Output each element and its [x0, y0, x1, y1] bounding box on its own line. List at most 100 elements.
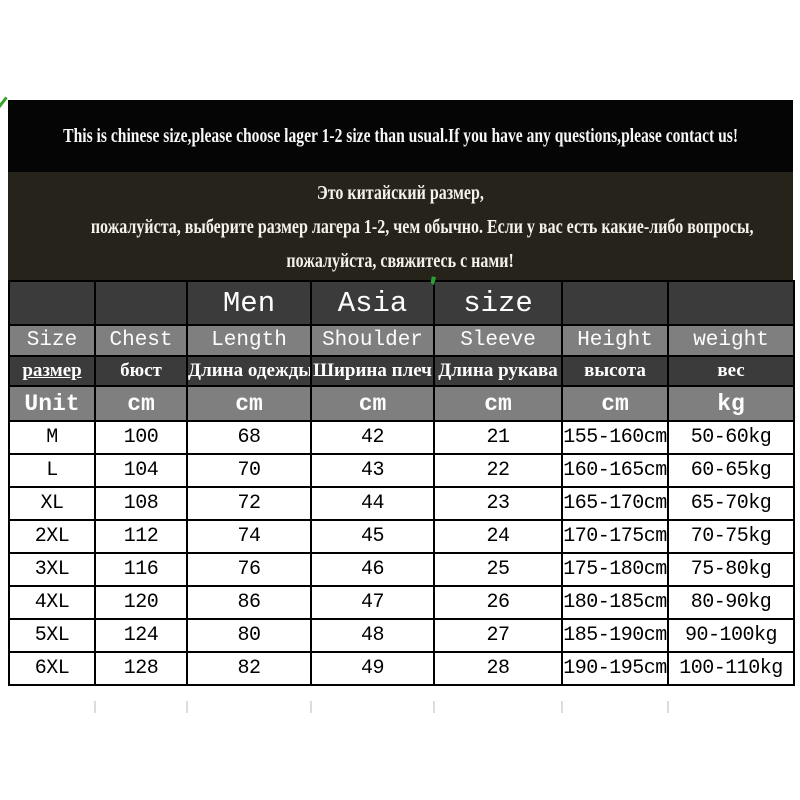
header-cell-ru: высота	[561, 355, 669, 387]
russian-notice-line: пожалуйста, свяжитесь с нами!	[8, 245, 793, 279]
size-cell: 5XL	[8, 618, 96, 653]
table-row-xl: XL 108 72 44 23 165-170cm 65-70kg	[8, 486, 795, 521]
shoulder-cell: 45	[310, 519, 435, 554]
chest-cell: 108	[94, 486, 188, 521]
chest-cell: 116	[94, 552, 188, 587]
header-cell-ru: Длина одежды	[186, 355, 312, 387]
chest-cell: 120	[94, 585, 188, 620]
title-cell-asia: Asia	[310, 280, 435, 326]
sleeve-cell: 26	[433, 585, 563, 620]
table-row-5xl: 5XL 124 80 48 27 185-190cm 90-100kg	[8, 618, 795, 653]
length-cell: 72	[186, 486, 312, 521]
table-line-stub	[94, 701, 96, 713]
sleeve-cell: 24	[433, 519, 563, 554]
unit-cell: cm	[433, 385, 563, 422]
length-cell: 80	[186, 618, 312, 653]
size-cell: 3XL	[8, 552, 96, 587]
unit-cell: cm	[561, 385, 669, 422]
weight-cell: 75-80kg	[667, 552, 795, 587]
weight-cell: 65-70kg	[667, 486, 795, 521]
height-cell: 160-165cm	[561, 453, 669, 488]
header-cell-ru: Длина рукава	[433, 355, 563, 387]
shoulder-cell: 42	[310, 420, 435, 455]
header-cell-ru: Ширина плеч	[310, 355, 435, 387]
russian-notice-line: пожалуйста, выберите размер лагера 1-2, …	[8, 211, 793, 245]
title-cell	[561, 280, 669, 326]
weight-cell: 80-90kg	[667, 585, 795, 620]
length-cell: 82	[186, 651, 312, 686]
russian-notice-line: Это китайский размер,	[8, 177, 793, 211]
length-cell: 74	[186, 519, 312, 554]
shoulder-cell: 46	[310, 552, 435, 587]
russian-notice-text-3: пожалуйста, свяжитесь с нами!	[286, 250, 515, 272]
russian-notice-text-2: пожалуйста, выберите размер лагера 1-2, …	[90, 216, 754, 238]
size-cell: L	[8, 453, 96, 488]
sleeve-cell: 27	[433, 618, 563, 653]
weight-cell: 100-110kg	[667, 651, 795, 686]
unit-row: Unit cm cm cm cm cm kg	[8, 385, 795, 422]
title-cell	[667, 280, 795, 326]
sleeve-cell: 21	[433, 420, 563, 455]
table-line-stub	[561, 701, 563, 713]
unit-cell: cm	[186, 385, 312, 422]
shoulder-cell: 44	[310, 486, 435, 521]
height-cell: 170-175cm	[561, 519, 669, 554]
length-cell: 86	[186, 585, 312, 620]
height-cell: 175-180cm	[561, 552, 669, 587]
size-cell: M	[8, 420, 96, 455]
size-table: Men Asia size Size Chest Length Shoulder…	[8, 280, 795, 686]
table-row-m: M 100 68 42 21 155-160cm 50-60kg	[8, 420, 795, 455]
shoulder-cell: 49	[310, 651, 435, 686]
english-header-row: Size Chest Length Shoulder Sleeve Height…	[8, 324, 795, 357]
chest-cell: 112	[94, 519, 188, 554]
table-line-stub	[433, 701, 435, 713]
title-cell	[8, 280, 96, 326]
chest-cell: 104	[94, 453, 188, 488]
size-cell: 4XL	[8, 585, 96, 620]
unit-cell: kg	[667, 385, 795, 422]
height-cell: 155-160cm	[561, 420, 669, 455]
header-cell: Chest	[94, 324, 188, 357]
sleeve-cell: 23	[433, 486, 563, 521]
russian-notice-banner: Это китайский размер, пожалуйста, выбери…	[8, 172, 793, 280]
header-cell: Sleeve	[433, 324, 563, 357]
table-title-row: Men Asia size	[8, 280, 795, 326]
header-cell: Height	[561, 324, 669, 357]
shoulder-cell: 48	[310, 618, 435, 653]
title-cell	[94, 280, 188, 326]
height-cell: 185-190cm	[561, 618, 669, 653]
chest-cell: 124	[94, 618, 188, 653]
length-cell: 76	[186, 552, 312, 587]
russian-notice-text-1: Это китайский размер,	[317, 182, 484, 204]
russian-header-row: размер бюст Длина одежды Ширина плеч Дли…	[8, 355, 795, 387]
english-notice-text: This is chinese size,please choose lager…	[63, 124, 738, 147]
unit-cell: cm	[310, 385, 435, 422]
green-artifact-topleft	[0, 96, 8, 109]
table-line-stub	[667, 701, 669, 713]
height-cell: 190-195cm	[561, 651, 669, 686]
header-cell-ru: бюст	[94, 355, 188, 387]
size-cell: 6XL	[8, 651, 96, 686]
title-cell-men: Men	[186, 280, 312, 326]
table-row-3xl: 3XL 116 76 46 25 175-180cm 75-80kg	[8, 552, 795, 587]
table-row-6xl: 6XL 128 82 49 28 190-195cm 100-110kg	[8, 651, 795, 686]
sleeve-cell: 25	[433, 552, 563, 587]
shoulder-cell: 43	[310, 453, 435, 488]
title-cell-size: size	[433, 280, 563, 326]
header-cell-ru: размер	[8, 355, 96, 387]
unit-cell: cm	[94, 385, 188, 422]
table-line-stub	[186, 701, 188, 713]
weight-cell: 70-75kg	[667, 519, 795, 554]
height-cell: 165-170cm	[561, 486, 669, 521]
length-cell: 68	[186, 420, 312, 455]
weight-cell: 90-100kg	[667, 618, 795, 653]
table-row-4xl: 4XL 120 86 47 26 180-185cm 80-90kg	[8, 585, 795, 620]
header-cell: Length	[186, 324, 312, 357]
sleeve-cell: 28	[433, 651, 563, 686]
shoulder-cell: 47	[310, 585, 435, 620]
size-cell: 2XL	[8, 519, 96, 554]
chest-cell: 100	[94, 420, 188, 455]
header-cell: Size	[8, 324, 96, 357]
header-cell-ru: вес	[667, 355, 795, 387]
